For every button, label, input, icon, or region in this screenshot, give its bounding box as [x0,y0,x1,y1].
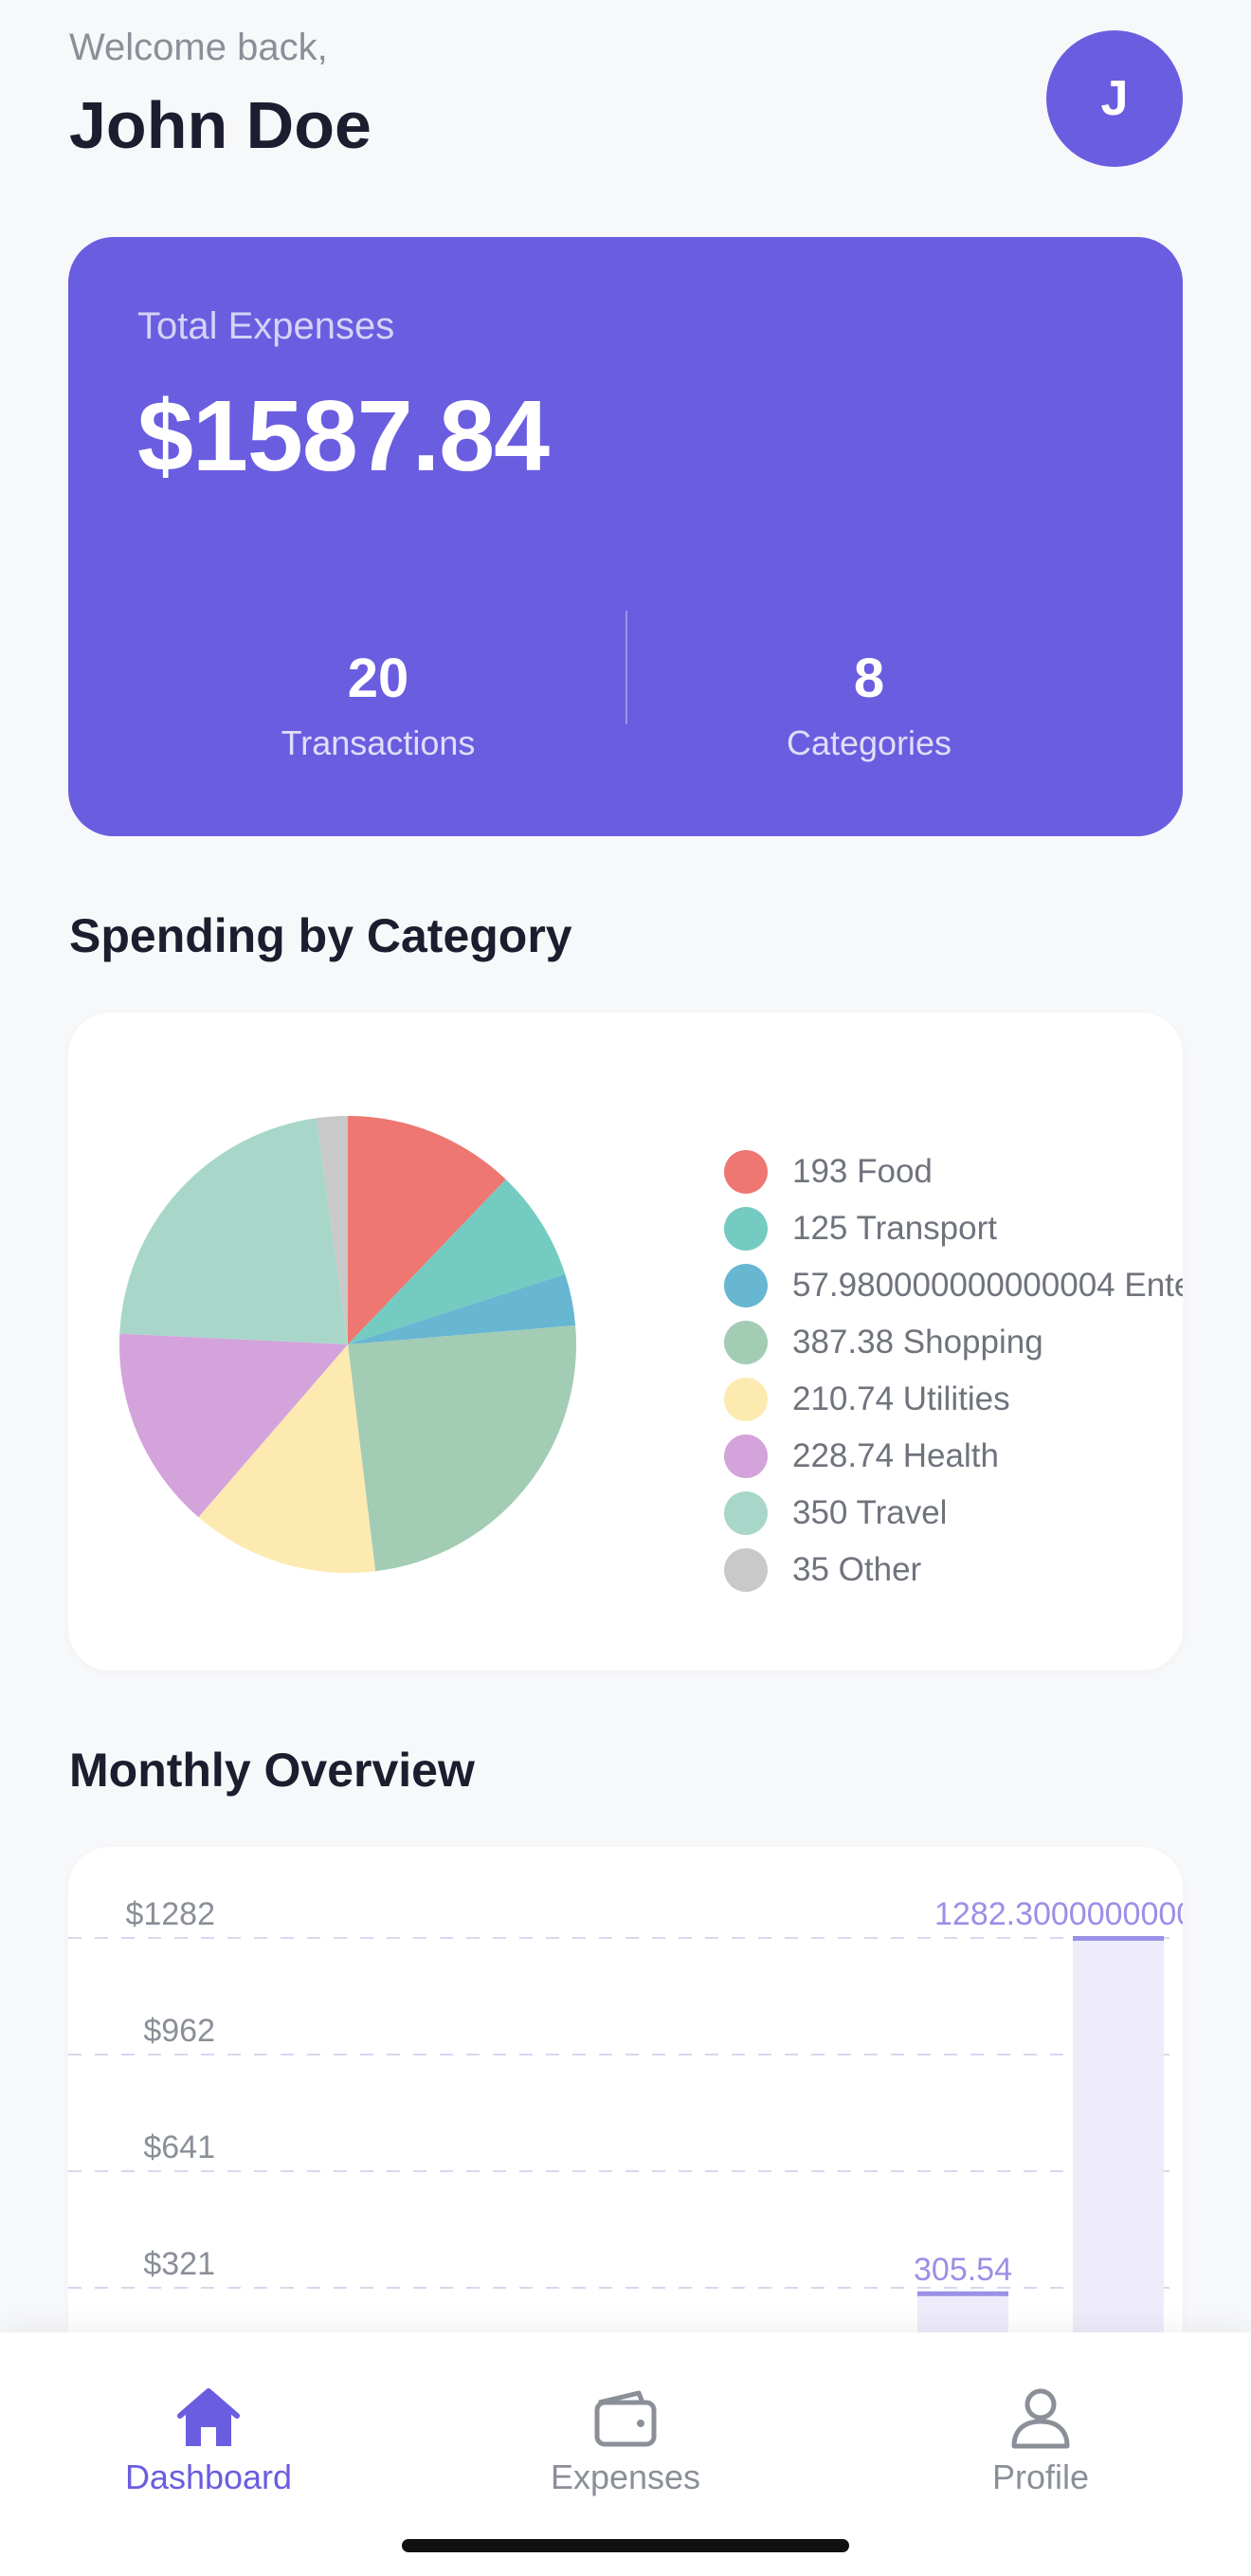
legend-label: 228.74 Health [792,1437,999,1474]
home-indicator [402,2539,849,2552]
y-tick-label: $321 [143,2246,215,2282]
tab-bar: Dashboard Expenses Profile [0,2332,1251,2576]
legend-color-dot [724,1264,768,1307]
monthly-section-title: Monthly Overview [69,1744,475,1797]
bar-top-line [917,2291,1008,2296]
stat-divider [626,611,627,724]
total-expenses-amount: $1587.84 [137,380,550,492]
wallet-icon [594,2390,657,2447]
y-tick-label: $641 [143,2129,215,2165]
transactions-count: 20 [347,648,409,709]
bar-value-label: 1282.3000000000002 [934,1896,1183,1932]
categories-stat: 8 Categories [632,647,1106,763]
tab-dashboard[interactable]: Dashboard [66,2385,351,2497]
legend-color-dot [724,1207,768,1251]
legend-label: 350 Travel [792,1494,948,1531]
pie-slice [198,1344,376,1574]
spending-section-title: Spending by Category [69,909,572,962]
welcome-text: Welcome back, [69,27,328,68]
legend-label: 35 Other [792,1551,922,1588]
legend-item: 387.38 Shopping [724,1314,1183,1371]
legend-label: 125 Transport [792,1210,997,1247]
categories-count: 8 [853,648,885,709]
avatar[interactable]: J [1046,30,1183,167]
tab-profile-label: Profile [991,2457,1090,2496]
person-icon [1011,2388,1070,2449]
legend-color-dot [724,1434,768,1478]
y-tick-label: $1282 [125,1896,215,1932]
pie-slice [316,1116,348,1344]
legend-item: 228.74 Health [724,1428,1183,1485]
transactions-stat: 20 Transactions [141,647,615,763]
transactions-label: Transactions [281,723,476,762]
pie-slice [348,1178,566,1344]
legend-label: 387.38 Shopping [792,1324,1043,1361]
categories-label: Categories [786,723,952,762]
legend-label: 193 Food [792,1153,933,1190]
spending-pie-card: 193 Food 125 Transport 57.980000000000004 … [68,1013,1183,1671]
pie-legend: 193 Food 125 Transport 57.980000000000004 … [724,1143,1183,1599]
legend-color-dot [724,1548,768,1592]
total-expenses-label: Total Expenses [137,305,395,347]
legend-color-dot [724,1321,768,1364]
pie-slice [348,1116,506,1344]
legend-item: 350 Travel [724,1485,1183,1542]
pie-slice [348,1325,576,1572]
legend-color-dot [724,1491,768,1535]
total-expenses-card: Total Expenses $1587.84 20 Transactions … [68,237,1183,836]
legend-label: 57.980000000000004 Entertainment [792,1267,1183,1304]
legend-color-dot [724,1378,768,1421]
bar-value-label: 305.54 [914,2252,1012,2288]
pie-slice [348,1273,576,1344]
legend-label: 210.74 Utilities [792,1380,1010,1417]
tab-expenses-label: Expenses [550,2457,701,2496]
legend-item: 210.74 Utilities [724,1371,1183,1428]
legend-item: 35 Other [724,1542,1183,1599]
legend-color-dot [724,1150,768,1194]
user-name: John Doe [69,88,372,162]
y-tick-label: $962 [143,2013,215,2049]
home-icon [177,2388,240,2446]
legend-item: 57.980000000000004 Entertainment [724,1257,1183,1314]
tab-expenses[interactable]: Expenses [483,2385,768,2497]
bar-top-line [1073,1936,1164,1941]
pie-slice [119,1118,349,1344]
tab-profile[interactable]: Profile [898,2385,1183,2497]
pie-chart [118,1116,576,1574]
legend-item: 193 Food [724,1143,1183,1200]
pie-slice [118,1333,349,1518]
legend-item: 125 Transport [724,1200,1183,1257]
tab-dashboard-label: Dashboard [124,2457,293,2496]
